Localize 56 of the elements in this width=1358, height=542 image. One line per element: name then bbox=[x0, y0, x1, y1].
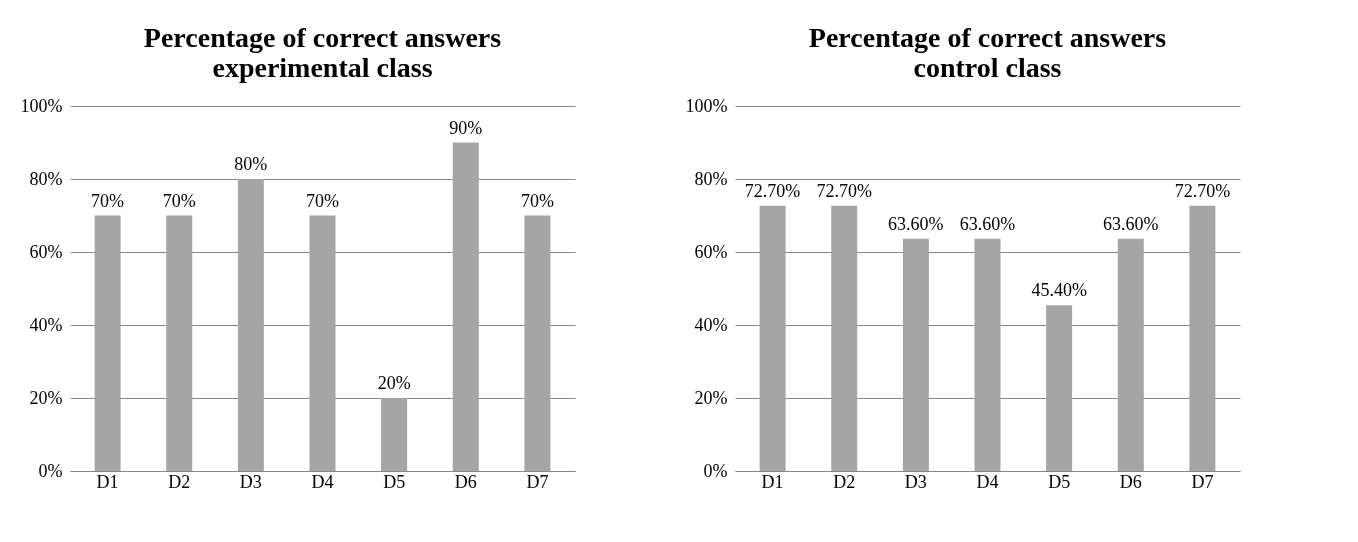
bar bbox=[381, 398, 408, 471]
chart-title: Percentage of correct answers experimental class bbox=[143, 22, 502, 83]
data-label: 45.40% bbox=[1031, 280, 1087, 301]
x-tick-label: D6 bbox=[1119, 471, 1142, 492]
bar bbox=[902, 238, 929, 471]
x-tick-label: D5 bbox=[1048, 471, 1071, 492]
x-tick-label: D3 bbox=[239, 471, 262, 492]
bar bbox=[1046, 305, 1073, 471]
data-label: 70% bbox=[520, 190, 554, 211]
x-tick-label: D7 bbox=[526, 471, 549, 492]
x-tick-label: D2 bbox=[168, 471, 191, 492]
y-tick-label: 0% bbox=[38, 460, 63, 481]
y-tick-label: 80% bbox=[694, 168, 728, 189]
x-tick-label: D3 bbox=[904, 471, 927, 492]
data-label: 70% bbox=[91, 190, 125, 211]
x-tick-label: D5 bbox=[383, 471, 406, 492]
bar bbox=[524, 215, 551, 471]
data-label: 72.70% bbox=[816, 180, 872, 201]
data-label: 63.60% bbox=[959, 213, 1016, 234]
y-tick-label: 100% bbox=[20, 95, 63, 116]
data-label: 70% bbox=[306, 190, 339, 211]
y-tick-label: 40% bbox=[29, 314, 63, 335]
bar bbox=[759, 205, 786, 471]
bar bbox=[452, 142, 479, 471]
y-tick-label: 20% bbox=[29, 387, 63, 408]
data-label: 70% bbox=[162, 190, 196, 211]
x-tick-label: D1 bbox=[761, 471, 784, 492]
y-tick-label: 20% bbox=[694, 387, 728, 408]
x-tick-label: D1 bbox=[96, 471, 119, 492]
y-tick-label: 40% bbox=[694, 314, 728, 335]
bar bbox=[166, 215, 193, 471]
bar bbox=[237, 179, 264, 471]
data-label: 72.70% bbox=[1174, 180, 1231, 201]
x-tick-label: D4 bbox=[311, 471, 334, 492]
bar bbox=[309, 215, 336, 471]
bar bbox=[94, 215, 121, 471]
data-label: 90% bbox=[449, 117, 483, 138]
y-tick-label: 60% bbox=[29, 241, 63, 262]
bar bbox=[1189, 205, 1216, 471]
x-tick-label: D2 bbox=[833, 471, 856, 492]
y-tick-label: 100% bbox=[685, 95, 728, 116]
bar bbox=[1117, 238, 1144, 471]
x-tick-label: D4 bbox=[976, 471, 999, 492]
bar bbox=[831, 205, 858, 471]
chart-title: Percentage of correct answers control class bbox=[808, 22, 1167, 83]
data-label: 63.60% bbox=[888, 213, 944, 234]
y-tick-label: 60% bbox=[694, 241, 728, 262]
y-tick-label: 0% bbox=[703, 460, 728, 481]
data-label: 20% bbox=[377, 373, 411, 393]
y-tick-label: 80% bbox=[29, 168, 63, 189]
bar bbox=[974, 238, 1001, 471]
data-label: 72.70% bbox=[744, 180, 801, 201]
x-tick-label: D6 bbox=[454, 471, 477, 492]
data-label: 63.60% bbox=[1103, 213, 1159, 234]
data-label: 80% bbox=[234, 154, 268, 174]
x-tick-label: D7 bbox=[1191, 471, 1214, 492]
